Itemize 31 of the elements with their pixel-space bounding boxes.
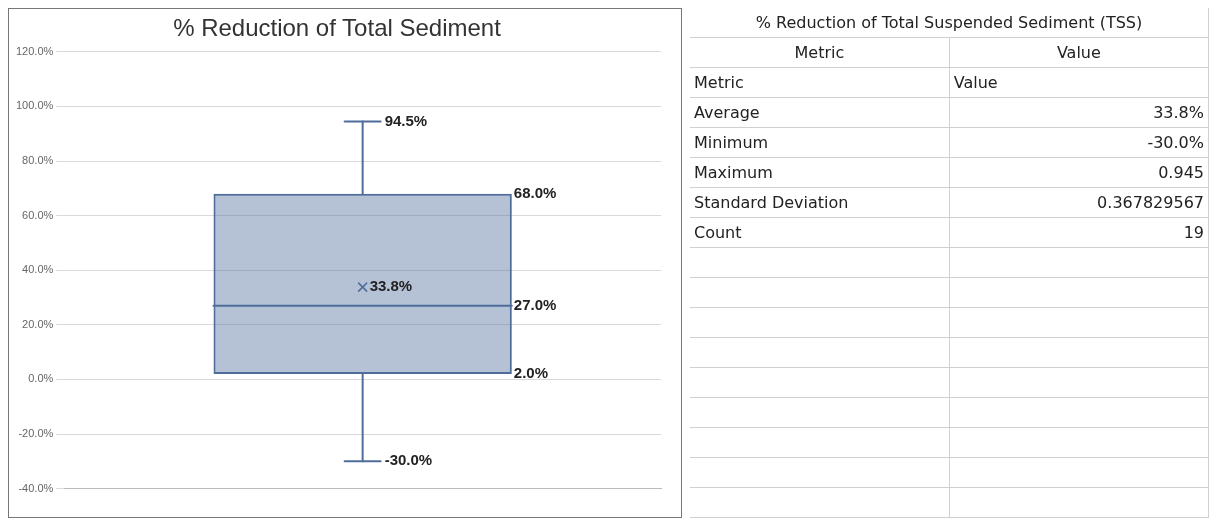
text: Count (690, 217, 950, 248)
text: Maximum (690, 157, 950, 188)
annotation: -30.0% (384, 451, 433, 469)
text: Metric (690, 37, 950, 68)
y-tick-label: 120.0% (16, 44, 54, 57)
y-tick-label: -40.0% (18, 481, 54, 494)
text: Value (949, 67, 1209, 98)
annotation: 2.0% (513, 364, 549, 382)
annotation: 94.5% (384, 111, 428, 129)
text: Value (949, 37, 1209, 68)
text: 0.945 (949, 157, 1209, 188)
text: 33.8% (949, 97, 1209, 128)
text: Standard Deviation (690, 187, 950, 218)
text: Average (690, 97, 950, 128)
y-tick-label: 60.0% (22, 208, 54, 221)
y-tick-label: 20.0% (22, 317, 54, 330)
y-tick-label: 100.0% (16, 99, 54, 112)
y-tick-label: 80.0% (22, 154, 54, 167)
text: % Reduction of Total Suspended Sediment (TSS) (690, 8, 1209, 38)
text: Metric (690, 67, 950, 98)
y-tick-label: 0.0% (28, 372, 54, 385)
text: 19 (949, 217, 1209, 248)
text: Minimum (690, 127, 950, 158)
chart-title: % Reduction of Total Sediment (173, 14, 502, 42)
text: -30.0% (949, 127, 1209, 158)
text: 0.367829567 (949, 187, 1209, 218)
y-tick-label: -20.0% (18, 427, 54, 440)
y-tick-label: 40.0% (22, 263, 54, 276)
annotation: 27.0% (513, 295, 557, 313)
annotation: 33.8% (369, 277, 413, 295)
annotation: 68.0% (513, 183, 557, 201)
